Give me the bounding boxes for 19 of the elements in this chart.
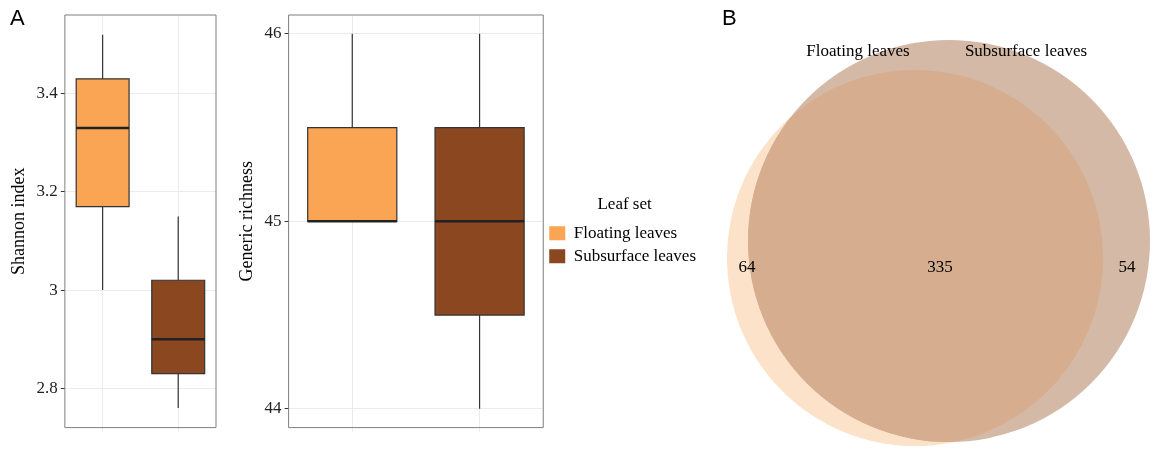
y-tick-label: 3.2 xyxy=(36,181,58,201)
y-tick-label: 46 xyxy=(264,23,282,43)
y-tick-label: 3.4 xyxy=(36,83,59,103)
legend-label: Subsurface leaves xyxy=(573,245,697,265)
legend-title: Leaf set xyxy=(597,194,653,214)
data-label: 54 xyxy=(1118,257,1136,277)
y-tick-label: 3 xyxy=(49,279,58,299)
y-axis-title: Generic richness xyxy=(235,161,256,282)
data-label: 335 xyxy=(927,257,953,277)
data-label: 64 xyxy=(738,257,756,277)
legend-label: Floating leaves xyxy=(573,222,678,242)
text: Subsurface leaves xyxy=(964,41,1088,61)
text: B xyxy=(722,5,737,31)
y-tick-label: 2.8 xyxy=(36,377,58,397)
y-axis-title: Shannon index xyxy=(7,167,28,276)
y-tick-label: 44 xyxy=(264,398,283,418)
y-tick-label: 45 xyxy=(264,210,282,230)
chart-title: A xyxy=(10,5,25,31)
text: Floating leaves xyxy=(806,41,910,61)
